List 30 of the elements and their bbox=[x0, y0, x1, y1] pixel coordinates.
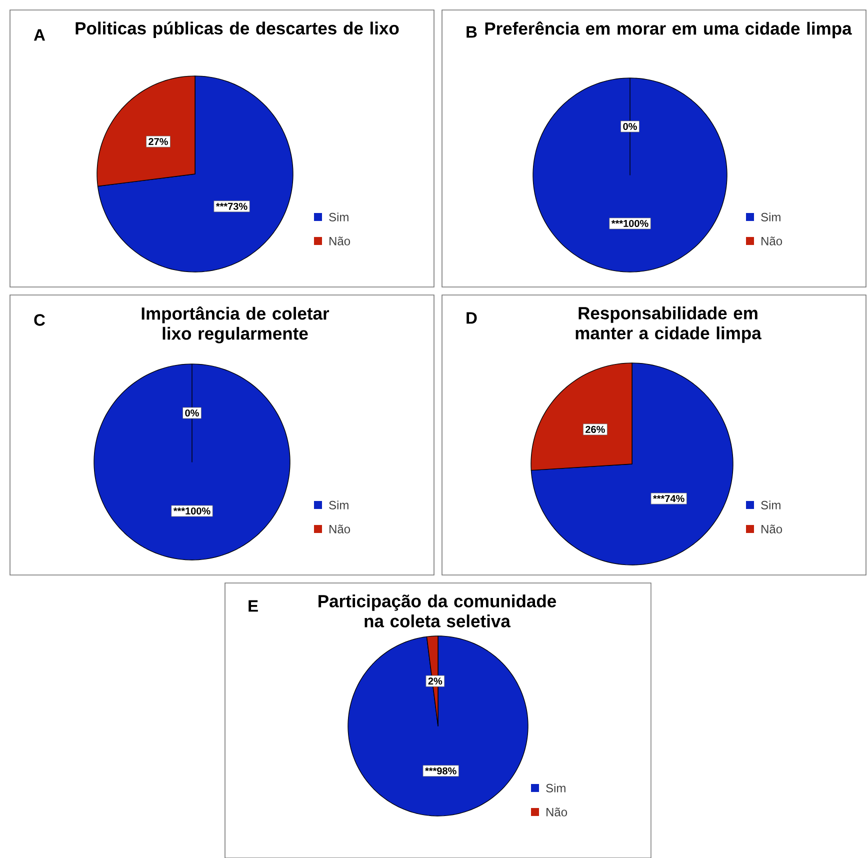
text: B bbox=[466, 26, 477, 38]
legend-label: Não bbox=[546, 808, 568, 816]
chart-title: Importância de coletar lixo regularmente bbox=[142, 306, 330, 344]
text: C bbox=[34, 314, 45, 326]
legend-label: Não bbox=[330, 524, 350, 534]
text: E bbox=[248, 600, 258, 612]
text: A bbox=[34, 29, 46, 41]
data-label: ***100% bbox=[611, 220, 648, 228]
chart-title: Preferência em morar em uma cidade limpa bbox=[485, 22, 852, 38]
legend-label: Sim bbox=[761, 500, 780, 510]
legend-label: Não bbox=[762, 236, 782, 246]
data-label: ***100% bbox=[173, 507, 210, 515]
data-label: 27% bbox=[148, 138, 168, 146]
text: 0% bbox=[623, 122, 637, 130]
text: D bbox=[466, 312, 477, 324]
data-label: 2% bbox=[428, 678, 442, 685]
chart-title: Participação da comunidade na coleta seletiva bbox=[318, 594, 556, 628]
chart-title: Politicas públicas de descartes de lixo bbox=[76, 22, 399, 38]
legend-label: Sim bbox=[329, 500, 348, 510]
data-label: ***98% bbox=[425, 767, 456, 774]
legend-label: Não bbox=[762, 524, 782, 534]
legend-label: Sim bbox=[329, 212, 348, 222]
data-label: 26% bbox=[586, 426, 605, 433]
legend-label: Sim bbox=[761, 212, 780, 222]
chart-title: Responsabilidade em manter a cidade limpa bbox=[576, 306, 762, 343]
legend-label: Não bbox=[330, 236, 350, 246]
data-label: ***74% bbox=[653, 495, 684, 502]
text: 0% bbox=[185, 409, 199, 417]
data-label: ***73% bbox=[216, 202, 248, 210]
legend-label: Sim bbox=[546, 784, 566, 792]
